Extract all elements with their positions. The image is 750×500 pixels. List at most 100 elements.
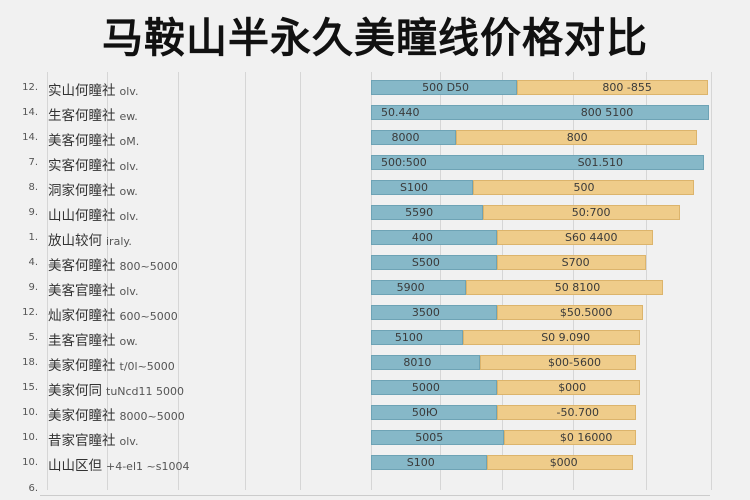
bar-segment-a xyxy=(371,380,497,395)
segment-a-label: S500 xyxy=(411,256,440,269)
grid-line xyxy=(47,72,48,490)
baseline xyxy=(40,495,710,496)
segment-b-label: S700 xyxy=(561,256,590,269)
bar-segment-a xyxy=(371,430,504,445)
bar-row: 9. 山山何瞳社 olv. 5590 50:700 xyxy=(0,204,750,224)
studio-name: 生客何瞳社 xyxy=(48,108,116,124)
row-number: 6. xyxy=(28,483,38,494)
segment-b-label: $000 xyxy=(549,456,578,469)
bar-segment-b xyxy=(466,280,664,295)
grid-line xyxy=(107,72,108,490)
segment-b-label: 50:700 xyxy=(571,206,611,219)
bar-segment-b xyxy=(517,80,708,95)
segment-a-label: 5005 xyxy=(415,431,444,444)
bar-segment-a xyxy=(371,330,463,345)
price-range: olv. xyxy=(119,435,139,448)
row-number: 8. xyxy=(28,182,38,193)
segment-a-label: 500:500 xyxy=(381,156,427,169)
row-number: 18. xyxy=(22,357,38,368)
price-range: +4-el1 ~s1004 xyxy=(106,460,190,473)
bar-row: 14. 美客何瞳社 oM. 8000 800 xyxy=(0,129,750,149)
segment-a-label: 5000 xyxy=(411,381,440,394)
segment-b-label: S60 4400 xyxy=(565,231,618,244)
price-range: tuNcd11 5000 xyxy=(106,385,185,398)
segment-a-label: S100 xyxy=(400,181,428,194)
bar-segment-b xyxy=(496,230,654,245)
bar-segment-a xyxy=(371,180,473,195)
studio-name: 美家何瞳社 xyxy=(48,408,116,424)
grid-line xyxy=(245,72,246,490)
bar-row: 15. 美家何同 tuNcd11 5000 5000 $000 xyxy=(0,379,750,399)
price-range: olv. xyxy=(119,160,139,173)
studio-name: 山山何瞳社 xyxy=(48,208,116,224)
studio-name: 美家何瞳社 xyxy=(48,358,116,374)
studio-name: 美家何同 xyxy=(48,383,102,399)
row-label: 洞家何瞳社 ow. xyxy=(48,179,138,199)
bar-segment-a xyxy=(371,405,497,420)
row-label: 美家何瞳社 8000~5000 xyxy=(48,404,185,424)
bar-segment-a xyxy=(371,205,484,220)
studio-name: 美客何瞳社 xyxy=(48,258,116,274)
price-range: olv. xyxy=(119,85,139,98)
segment-a-label: 5900 xyxy=(396,281,425,294)
chart-title: 马鞍山半永久美瞳线价格对比 xyxy=(102,14,648,62)
segment-b-label: 800 xyxy=(566,131,588,144)
bar-row: 14. 生客何瞳社 ew. 50.440 800 5100 xyxy=(0,104,750,124)
bar-row: 10. 美家何瞳社 8000~5000 50Ю -50.700 xyxy=(0,404,750,424)
row-label: 美客何瞳社 800~5000 xyxy=(48,254,178,274)
segment-a-label: 8000 xyxy=(391,131,420,144)
price-range: 8000~5000 xyxy=(119,410,185,423)
studio-name: 实客何瞳社 xyxy=(48,158,116,174)
row-label: 山山区但 +4-el1 ~s1004 xyxy=(48,454,189,474)
row-number: 9. xyxy=(28,207,38,218)
segment-b-label: 50 8100 xyxy=(554,281,601,294)
bar-segment-b xyxy=(496,305,643,320)
segment-a-label: 50Ю xyxy=(411,406,438,419)
studio-name: 实山何瞳社 xyxy=(48,83,116,99)
segment-a-label: S100 xyxy=(406,456,435,469)
bar-segment-a xyxy=(371,155,705,170)
row-number: 14. xyxy=(22,132,38,143)
studio-name: 昔家官瞳社 xyxy=(48,433,116,449)
row-number: 10. xyxy=(22,432,38,443)
row-label: 实山何瞳社 olv. xyxy=(48,79,138,99)
grid-line xyxy=(300,72,301,490)
studio-name: 灿家何瞳社 xyxy=(48,308,116,324)
grid-line xyxy=(711,72,712,490)
bar-row: 4. 美客何瞳社 800~5000 S500 S700 xyxy=(0,254,750,274)
row-number: 1. xyxy=(28,232,38,243)
bar-segment-a xyxy=(371,230,497,245)
bar-segment-b xyxy=(483,205,681,220)
price-range: olv. xyxy=(119,210,139,223)
bar-row: 10. 山山区但 +4-el1 ~s1004 S100 $000 xyxy=(0,454,750,474)
studio-name: 山山区但 xyxy=(48,458,102,474)
row-label: 生客何瞳社 ew. xyxy=(48,104,138,124)
bar-segment-b xyxy=(473,180,694,195)
row-label: 放山较何 iraly. xyxy=(48,229,132,249)
row-number: 5. xyxy=(28,332,38,343)
row-label: 灿家何瞳社 600~5000 xyxy=(48,304,178,324)
price-range: 800~5000 xyxy=(119,260,178,273)
segment-a-label: 8010 xyxy=(403,356,432,369)
segment-b-label: 800 5100 xyxy=(580,106,634,119)
segment-b-label: $00-5600 xyxy=(548,356,601,369)
studio-name: 美客官瞳社 xyxy=(48,283,116,299)
bar-segment-a xyxy=(371,255,497,270)
segment-b-label: -50.700 xyxy=(556,406,599,419)
segment-b-label: S0 9.090 xyxy=(541,331,591,344)
segment-a-label: 500 D50 xyxy=(422,81,470,94)
row-number: 10. xyxy=(22,457,38,468)
bar-segment-b xyxy=(496,255,647,270)
row-number: 9. xyxy=(28,282,38,293)
bar-segment-a xyxy=(371,455,487,470)
price-range: iraly. xyxy=(106,235,132,248)
row-label: 圭客官瞳社 ow. xyxy=(48,329,138,349)
bar-row: 5. 圭客官瞳社 ow. 5100 S0 9.090 xyxy=(0,329,750,349)
bar-row: 7. 实客何瞳社 olv. 500:500 S01.510 xyxy=(0,154,750,174)
segment-b-label: 800 -855 xyxy=(602,81,652,94)
bar-row: 12. 灿家何瞳社 600~5000 3500 $50.5000 xyxy=(0,304,750,324)
bar-segment-a xyxy=(371,130,456,145)
row-label: 美客官瞳社 olv. xyxy=(48,279,138,299)
bar-segment-a xyxy=(371,80,518,95)
bar-segment-b xyxy=(479,355,637,370)
